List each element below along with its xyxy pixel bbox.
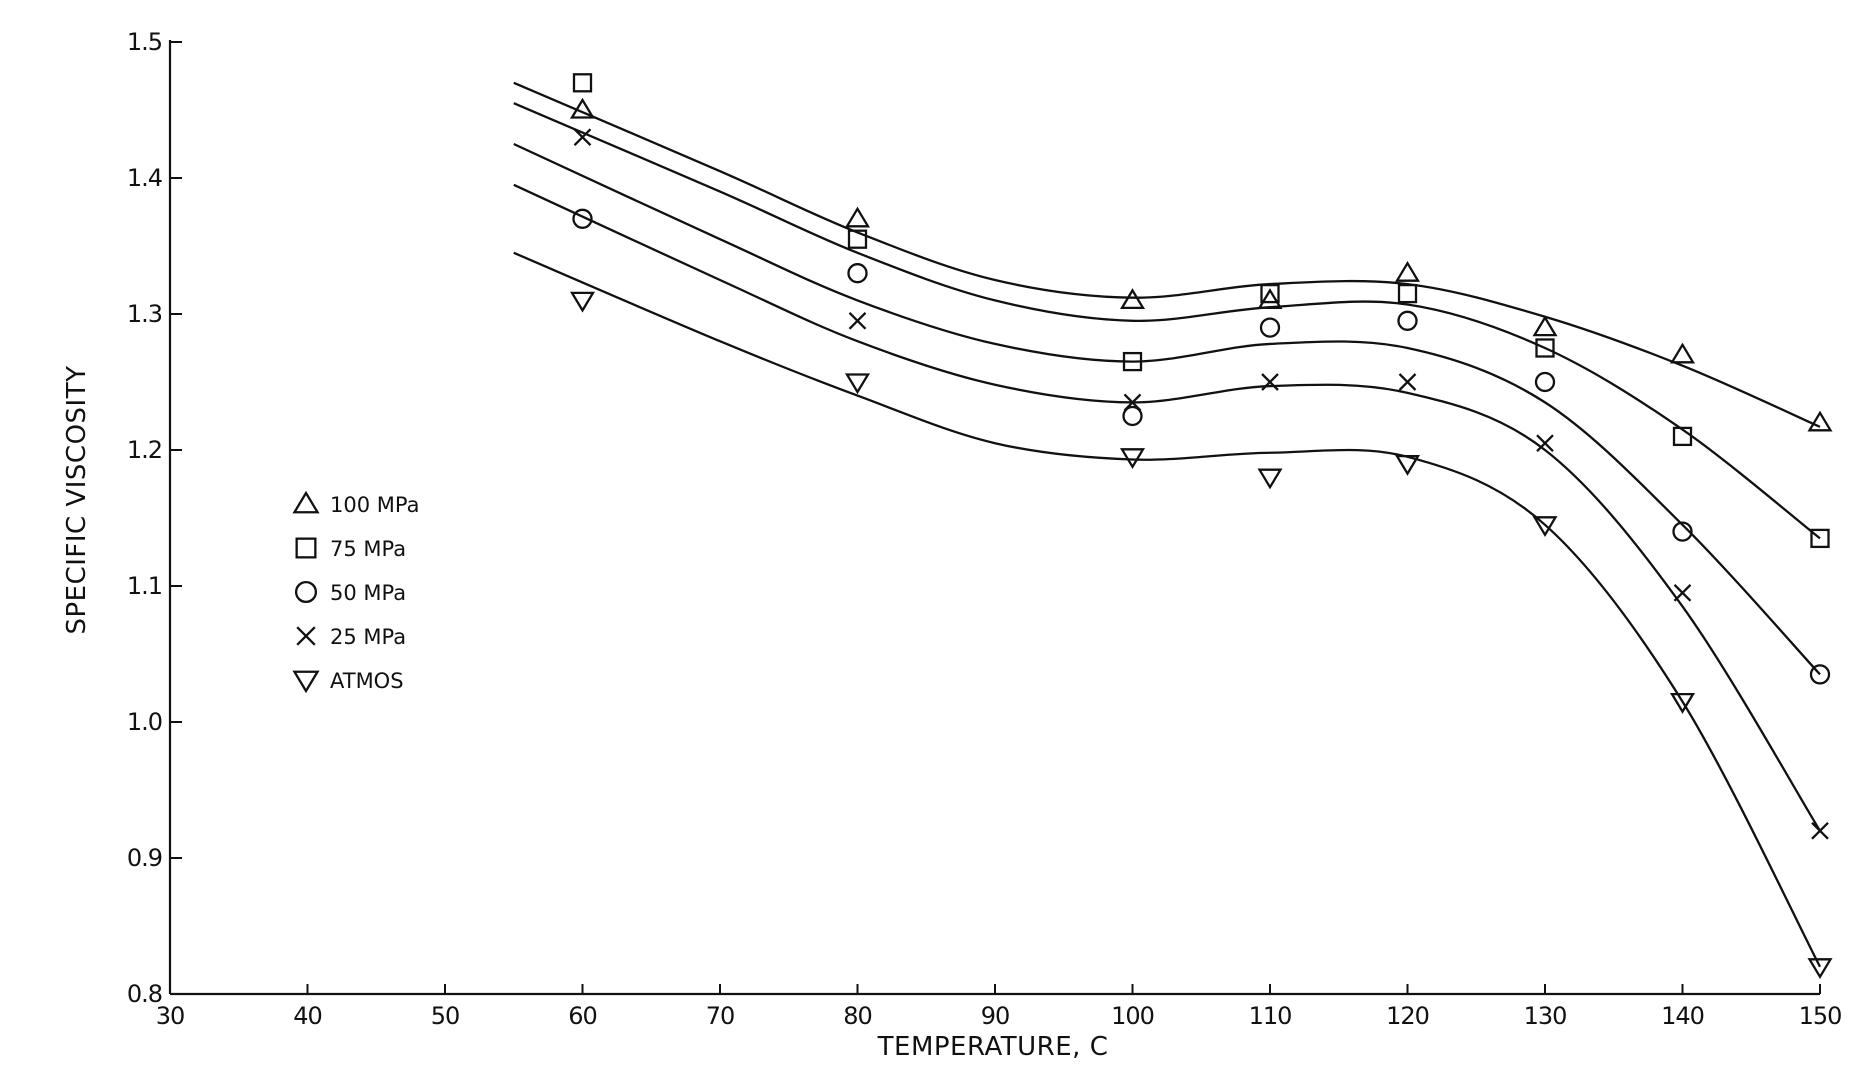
square-marker <box>295 537 317 559</box>
y-axis-title: SPECIFIC VISCOSITY <box>62 366 92 635</box>
x-tick-label: 30 <box>156 1002 185 1030</box>
legend-label: 50 MPa <box>330 581 406 605</box>
triangle-up-marker <box>569 97 596 119</box>
square-marker <box>847 229 868 249</box>
legend-item: ATMOS <box>292 669 404 694</box>
circle-marker <box>1534 371 1556 393</box>
x-marker <box>296 626 316 646</box>
axes <box>168 40 1820 996</box>
series-line-75-mpa <box>513 102 1821 540</box>
y-tick-label: 0.9 <box>127 844 162 872</box>
circle-marker <box>1672 521 1693 542</box>
triangle-down-marker <box>1669 692 1696 714</box>
triangle-down-marker <box>1532 516 1558 538</box>
x-tick-label: 150 <box>1799 1002 1842 1030</box>
legend-label: 100 MPa <box>330 493 419 517</box>
square-marker <box>1260 283 1280 304</box>
triangle-up-marker <box>1257 288 1283 310</box>
triangle-down-marker <box>1394 454 1421 476</box>
x-marker <box>1673 583 1692 602</box>
legend-item: 50 MPa <box>294 580 406 605</box>
legend-item: 25 MPa <box>296 625 406 649</box>
square-marker <box>1672 426 1693 447</box>
circle-marker <box>1122 405 1143 427</box>
legend-item: 75 MPa <box>295 537 406 561</box>
series-line-50-mpa <box>513 142 1821 676</box>
circle-marker <box>847 263 868 284</box>
series-points-100-mpa <box>569 97 1833 432</box>
triangle-up-marker <box>1669 342 1696 364</box>
x-marker <box>573 128 592 147</box>
triangle-up-marker <box>1394 260 1421 282</box>
y-tick-label: 1.4 <box>127 164 162 192</box>
x-tick-label: 60 <box>568 1002 597 1030</box>
square-marker <box>572 73 593 93</box>
circle-marker <box>572 208 593 229</box>
series-line-25-mpa <box>513 183 1821 832</box>
circle-marker <box>1809 664 1831 685</box>
circle-marker <box>1397 310 1418 331</box>
circle-marker <box>1259 317 1281 338</box>
y-tick-label: 1.5 <box>127 28 162 56</box>
triangle-up-marker <box>1532 315 1558 337</box>
triangle-up-marker <box>1119 288 1146 310</box>
series-points-25-mpa <box>573 128 1829 840</box>
series-points-atmos <box>569 291 1833 980</box>
series-line-100-mpa <box>513 81 1821 428</box>
series-markers <box>569 73 1833 980</box>
x-tick-label: 130 <box>1524 1002 1567 1030</box>
x-tick-label: 40 <box>293 1002 322 1030</box>
triangle-down-marker <box>569 291 596 313</box>
y-tick-label: 0.8 <box>127 980 162 1008</box>
x-tick-label: 70 <box>706 1002 735 1030</box>
circle-marker <box>294 580 318 604</box>
legend-label: 25 MPa <box>330 625 406 649</box>
x-marker <box>1123 393 1142 412</box>
x-tick-label: 90 <box>981 1002 1010 1030</box>
square-marker <box>1122 351 1143 372</box>
x-tick-label: 110 <box>1249 1002 1292 1030</box>
x-marker <box>1536 434 1554 453</box>
x-marker <box>1811 821 1829 840</box>
triangle-down-marker <box>844 373 871 395</box>
x-tick-label: 120 <box>1386 1002 1429 1030</box>
y-tick-label: 1.2 <box>127 436 162 464</box>
series-points-75-mpa <box>572 73 1830 549</box>
triangle-down-marker <box>1257 468 1283 490</box>
x-tick-label: 140 <box>1661 1002 1704 1030</box>
legend-item: 100 MPa <box>292 490 419 517</box>
legend-label: 75 MPa <box>330 537 406 561</box>
square-marker <box>1535 338 1555 358</box>
legend-label: ATMOS <box>330 669 404 693</box>
y-ticks: 0.8 0.9 1.0 1.1 1.2 1.3 1.4 1.5 <box>127 28 182 1008</box>
x-axis-title: TEMPERATURE, C <box>877 1032 1109 1062</box>
series-line-atmos <box>513 251 1822 968</box>
legend: 100 MPa 75 MPa 50 MPa 25 MPa ATMOS <box>292 490 419 694</box>
y-tick-label: 1.0 <box>127 708 162 736</box>
y-tick-label: 1.3 <box>127 300 162 328</box>
triangle-down-marker <box>292 670 320 694</box>
x-marker <box>1398 373 1417 391</box>
triangle-up-marker <box>292 490 320 514</box>
x-tick-label: 80 <box>843 1002 872 1030</box>
triangle-down-marker <box>1807 958 1833 980</box>
x-marker <box>848 311 867 330</box>
triangle-up-marker <box>844 206 871 228</box>
triangle-up-marker <box>1807 410 1833 432</box>
x-tick-label: 100 <box>1111 1002 1154 1030</box>
square-marker <box>1810 528 1830 549</box>
series-curves <box>513 81 1822 968</box>
y-tick-label: 1.1 <box>127 572 162 600</box>
series-points-50-mpa <box>572 208 1831 685</box>
x-marker <box>1261 373 1279 391</box>
x-tick-label: 50 <box>431 1002 460 1030</box>
triangle-down-marker <box>1119 448 1146 470</box>
x-ticks: 30 40 50 60 70 80 90 100 110 120 130 140 150 <box>156 984 1842 1030</box>
square-marker <box>1397 283 1418 304</box>
